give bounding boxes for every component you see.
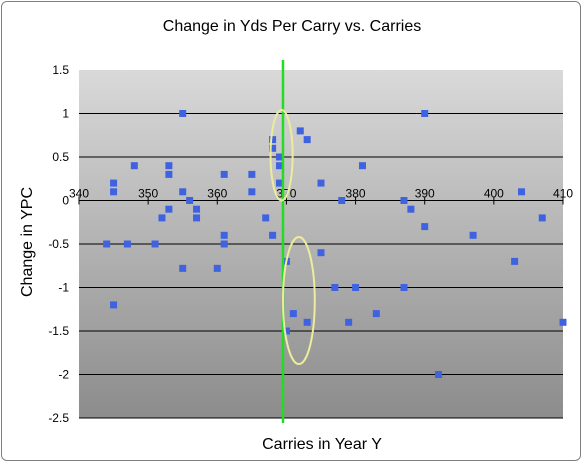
data-point: [186, 197, 194, 204]
data-point: [289, 310, 297, 318]
y-tick-label: 1.5: [52, 63, 69, 77]
data-point: [407, 205, 415, 213]
data-point: [400, 284, 408, 291]
data-point: [269, 231, 277, 239]
data-point: [158, 214, 166, 222]
data-point: [317, 179, 325, 187]
gridlines: [78, 113, 564, 419]
x-tick-label: 410: [553, 187, 573, 201]
data-point: [193, 205, 201, 213]
data-point: [296, 127, 304, 135]
data-point: [358, 162, 366, 170]
data-point: [435, 371, 443, 378]
data-point: [269, 136, 277, 144]
data-point: [220, 170, 228, 178]
data-point: [352, 284, 360, 291]
y-tick-label: 0.5: [52, 150, 69, 164]
y-tick-label: 1: [62, 107, 69, 121]
x-tick-labels: 340 350 360 370 380 390 400 410: [69, 187, 573, 201]
data-point: [179, 110, 187, 117]
highlight-ellipse: [281, 236, 316, 366]
data-point: [248, 188, 256, 196]
data-point: [469, 231, 477, 239]
data-point: [269, 144, 277, 152]
data-point: [151, 240, 159, 248]
y-tick-label: -1: [58, 281, 69, 295]
data-point: [110, 301, 118, 309]
data-point: [103, 240, 111, 248]
data-point: [193, 214, 201, 222]
data-point: [220, 231, 228, 239]
data-point: [165, 205, 173, 213]
data-point: [165, 170, 173, 178]
data-point: [165, 162, 173, 170]
x-tick-label: 380: [346, 187, 366, 201]
y-tick-label: -2.5: [48, 411, 69, 425]
data-point: [262, 214, 270, 222]
data-point: [276, 153, 284, 161]
y-tick-label: -2: [58, 368, 69, 382]
x-tick-label: 390: [415, 187, 435, 201]
data-point: [179, 264, 187, 272]
data-point: [123, 240, 131, 248]
data-point: [559, 318, 567, 326]
x-tick-label: 350: [138, 187, 158, 201]
data-point: [511, 257, 519, 265]
y-tick-label: 0: [62, 194, 69, 208]
data-point: [338, 197, 346, 204]
data-point: [317, 249, 325, 257]
x-tick-label: 360: [207, 187, 227, 201]
y-tick-labels: 1.5 1 0.5 0 -0.5 -1 -1.5 -2 -2.5: [48, 63, 69, 425]
data-point: [331, 284, 339, 291]
data-point: [130, 162, 138, 170]
data-point: [372, 310, 380, 318]
data-point: [345, 318, 353, 326]
data-point: [276, 179, 284, 187]
y-tick-label: -0.5: [48, 237, 69, 251]
data-point: [303, 136, 311, 144]
data-point: [248, 170, 256, 178]
data-point: [421, 110, 429, 117]
x-axis-label: Carries in Year Y: [262, 436, 382, 453]
annotations: [269, 60, 316, 423]
x-tick-label: 400: [484, 187, 504, 201]
data-point: [110, 188, 118, 196]
data-point: [303, 318, 311, 326]
highlight-ellipse: [269, 109, 294, 202]
data-point: [276, 162, 284, 170]
data-point: [282, 327, 290, 335]
data-point: [220, 240, 228, 248]
data-point: [213, 264, 221, 272]
data-point: [538, 214, 546, 222]
data-point: [110, 179, 118, 187]
data-point: [518, 188, 526, 196]
chart-title: Change in Yds Per Carry vs. Carries: [162, 18, 422, 35]
data-point: [421, 223, 429, 231]
data-point: [179, 188, 187, 196]
data-point: [400, 197, 408, 204]
y-tick-label: -1.5: [48, 324, 69, 338]
x-tick-label: 340: [69, 187, 89, 201]
